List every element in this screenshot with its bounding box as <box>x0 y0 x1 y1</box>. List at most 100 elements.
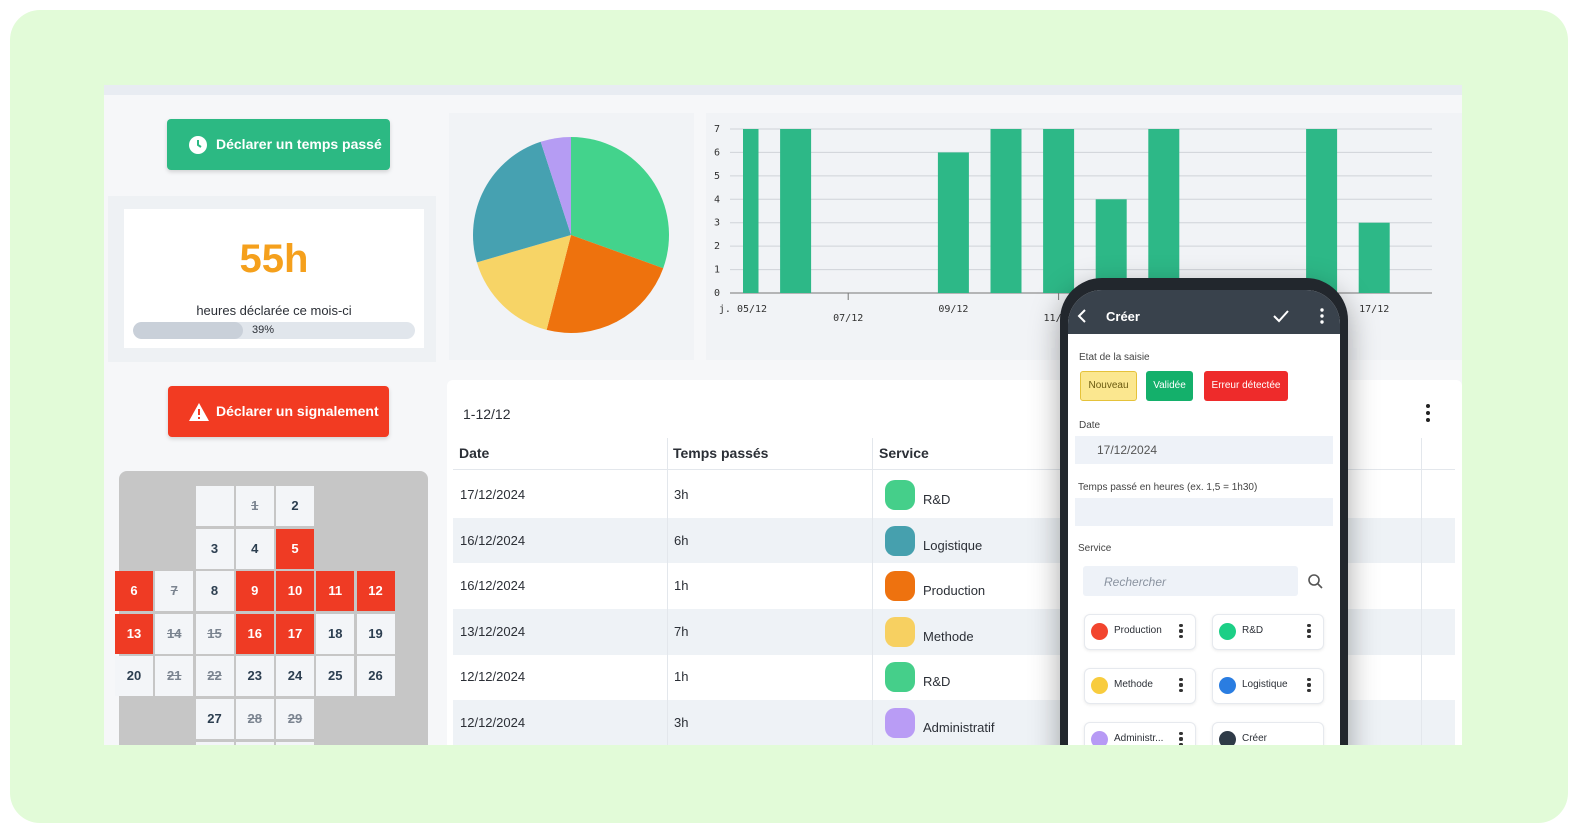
state-new[interactable]: Nouveau <box>1080 371 1137 401</box>
create-label: Créer <box>1242 733 1268 744</box>
service-dot <box>885 571 915 602</box>
x-tick-label: 17/12 <box>1359 304 1389 315</box>
charts: 0 1 2 3 4 5 6 7 j. 05/12 07/12 09/12 11/12 17/12 <box>473 124 1432 333</box>
pie-slice <box>473 141 571 263</box>
pie-slice <box>546 235 664 333</box>
bar <box>1358 222 1390 293</box>
y-tick-label: 2 <box>714 241 720 252</box>
column-header[interactable]: Date <box>459 445 490 461</box>
column-divider <box>872 438 873 745</box>
service-dot <box>1219 623 1236 640</box>
calendar-day[interactable]: 28 <box>235 699 274 739</box>
kebab-dot <box>1307 624 1311 628</box>
cell-date: 13/12/2024 <box>460 623 526 639</box>
calendar-day[interactable]: 11 <box>316 571 355 612</box>
y-tick-label: 1 <box>714 265 720 276</box>
y-tick-label: 0 <box>714 288 720 299</box>
state-error[interactable]: Erreur détectée <box>1204 371 1288 401</box>
calendar-day[interactable]: 17 <box>276 613 314 654</box>
search-field[interactable] <box>1083 566 1298 596</box>
calendar-day[interactable]: 10 <box>276 571 314 612</box>
kebab-dot <box>1307 683 1311 687</box>
x-tick-label: j. 05/12 <box>719 304 767 315</box>
service-chip[interactable] <box>1212 722 1324 745</box>
cell-date: 16/12/2024 <box>460 532 526 548</box>
progress-fill <box>133 322 243 339</box>
service-name: Methode <box>1114 679 1153 690</box>
cell-time: 1h <box>674 669 689 685</box>
cell-time: 6h <box>674 532 689 548</box>
hours-caption: heures déclarée ce mois-ci <box>196 303 352 318</box>
calendar-day[interactable]: 8 <box>195 571 234 612</box>
calendar-day[interactable]: 6 <box>115 571 153 612</box>
calendar-day[interactable]: 9 <box>235 571 274 612</box>
calendar-day[interactable]: 19 <box>356 613 395 654</box>
bar <box>1095 199 1127 293</box>
cell-service: Methode <box>923 628 974 644</box>
cell-date: 16/12/2024 <box>460 578 526 594</box>
calendar-day[interactable]: 25 <box>316 656 355 697</box>
y-tick-label: 6 <box>714 147 720 158</box>
declare-time-button[interactable]: Déclarer un temps passé <box>167 119 390 170</box>
calendar-day[interactable]: 16 <box>235 613 274 654</box>
state-valid[interactable]: Validée <box>1146 371 1193 401</box>
search-placeholder: Rechercher <box>1104 575 1167 589</box>
kebab-dot <box>1179 634 1183 638</box>
progress-track <box>133 322 415 339</box>
service-chip[interactable] <box>1084 722 1196 745</box>
service-dot <box>885 616 915 647</box>
calendar-day[interactable]: 24 <box>276 656 314 697</box>
kebab-dot <box>1425 417 1431 423</box>
x-tick-label: 07/12 <box>833 313 863 324</box>
x-tick-label: 11/12 <box>1044 313 1074 324</box>
calendar-day[interactable]: 29 <box>276 699 314 739</box>
calendar-day[interactable]: 23 <box>235 656 274 697</box>
y-tick-label: 5 <box>714 171 720 182</box>
calendar-day[interactable]: 27 <box>195 699 234 739</box>
service-dot <box>885 480 915 510</box>
calendar-day[interactable]: 21 <box>155 656 194 697</box>
y-tick-label: 7 <box>714 124 720 135</box>
calendar-day[interactable]: 2 <box>276 486 314 526</box>
calendar-day[interactable]: 1 <box>235 486 274 526</box>
bar <box>1043 129 1075 293</box>
declare-report-button[interactable]: Déclarer un signalement <box>168 386 389 437</box>
service-dot <box>1091 731 1108 745</box>
top-strip <box>104 85 1462 95</box>
calendar-day[interactable]: 12 <box>356 571 395 612</box>
calendar-day[interactable]: 7 <box>155 571 194 612</box>
column-header[interactable]: Temps passés <box>673 445 769 461</box>
x-tick-label: 09/12 <box>938 304 968 315</box>
calendar-day[interactable]: 14 <box>155 613 194 654</box>
calendar-day[interactable]: 3 <box>195 528 234 569</box>
cell-time: 3h <box>674 487 689 502</box>
column-divider <box>1421 438 1422 745</box>
bar <box>743 129 759 293</box>
time-field[interactable] <box>1075 498 1333 526</box>
date-field[interactable] <box>1075 436 1333 464</box>
calendar-day[interactable]: 18 <box>316 613 355 654</box>
column-header[interactable]: Service <box>879 445 929 461</box>
kebab-dot <box>1179 624 1183 628</box>
calendar-cell <box>235 741 274 745</box>
calendar-day[interactable]: 26 <box>356 656 395 697</box>
calendar-cell <box>195 741 234 745</box>
cell-date: 12/12/2024 <box>460 715 526 730</box>
calendar-day[interactable]: 13 <box>115 613 153 654</box>
calendar-day[interactable]: 4 <box>235 528 274 569</box>
progress-label: 39% <box>251 324 275 336</box>
button-label: Déclarer un temps passé <box>216 136 382 152</box>
calendar-day[interactable]: 20 <box>115 656 153 697</box>
calendar-day[interactable]: 15 <box>195 613 234 654</box>
calendar-day[interactable]: 22 <box>195 656 234 697</box>
cell-time: 7h <box>674 623 689 639</box>
calendar-cell <box>276 741 314 745</box>
pie-slice <box>540 137 571 235</box>
hours-total: 55h <box>239 237 309 281</box>
warning-icon <box>189 403 209 421</box>
service-name: Administr... <box>1114 733 1164 744</box>
calendar-day[interactable]: 5 <box>276 528 314 569</box>
phone-icons <box>1077 308 1324 589</box>
pie-slice <box>571 137 669 269</box>
kebab-dot <box>1179 742 1183 745</box>
